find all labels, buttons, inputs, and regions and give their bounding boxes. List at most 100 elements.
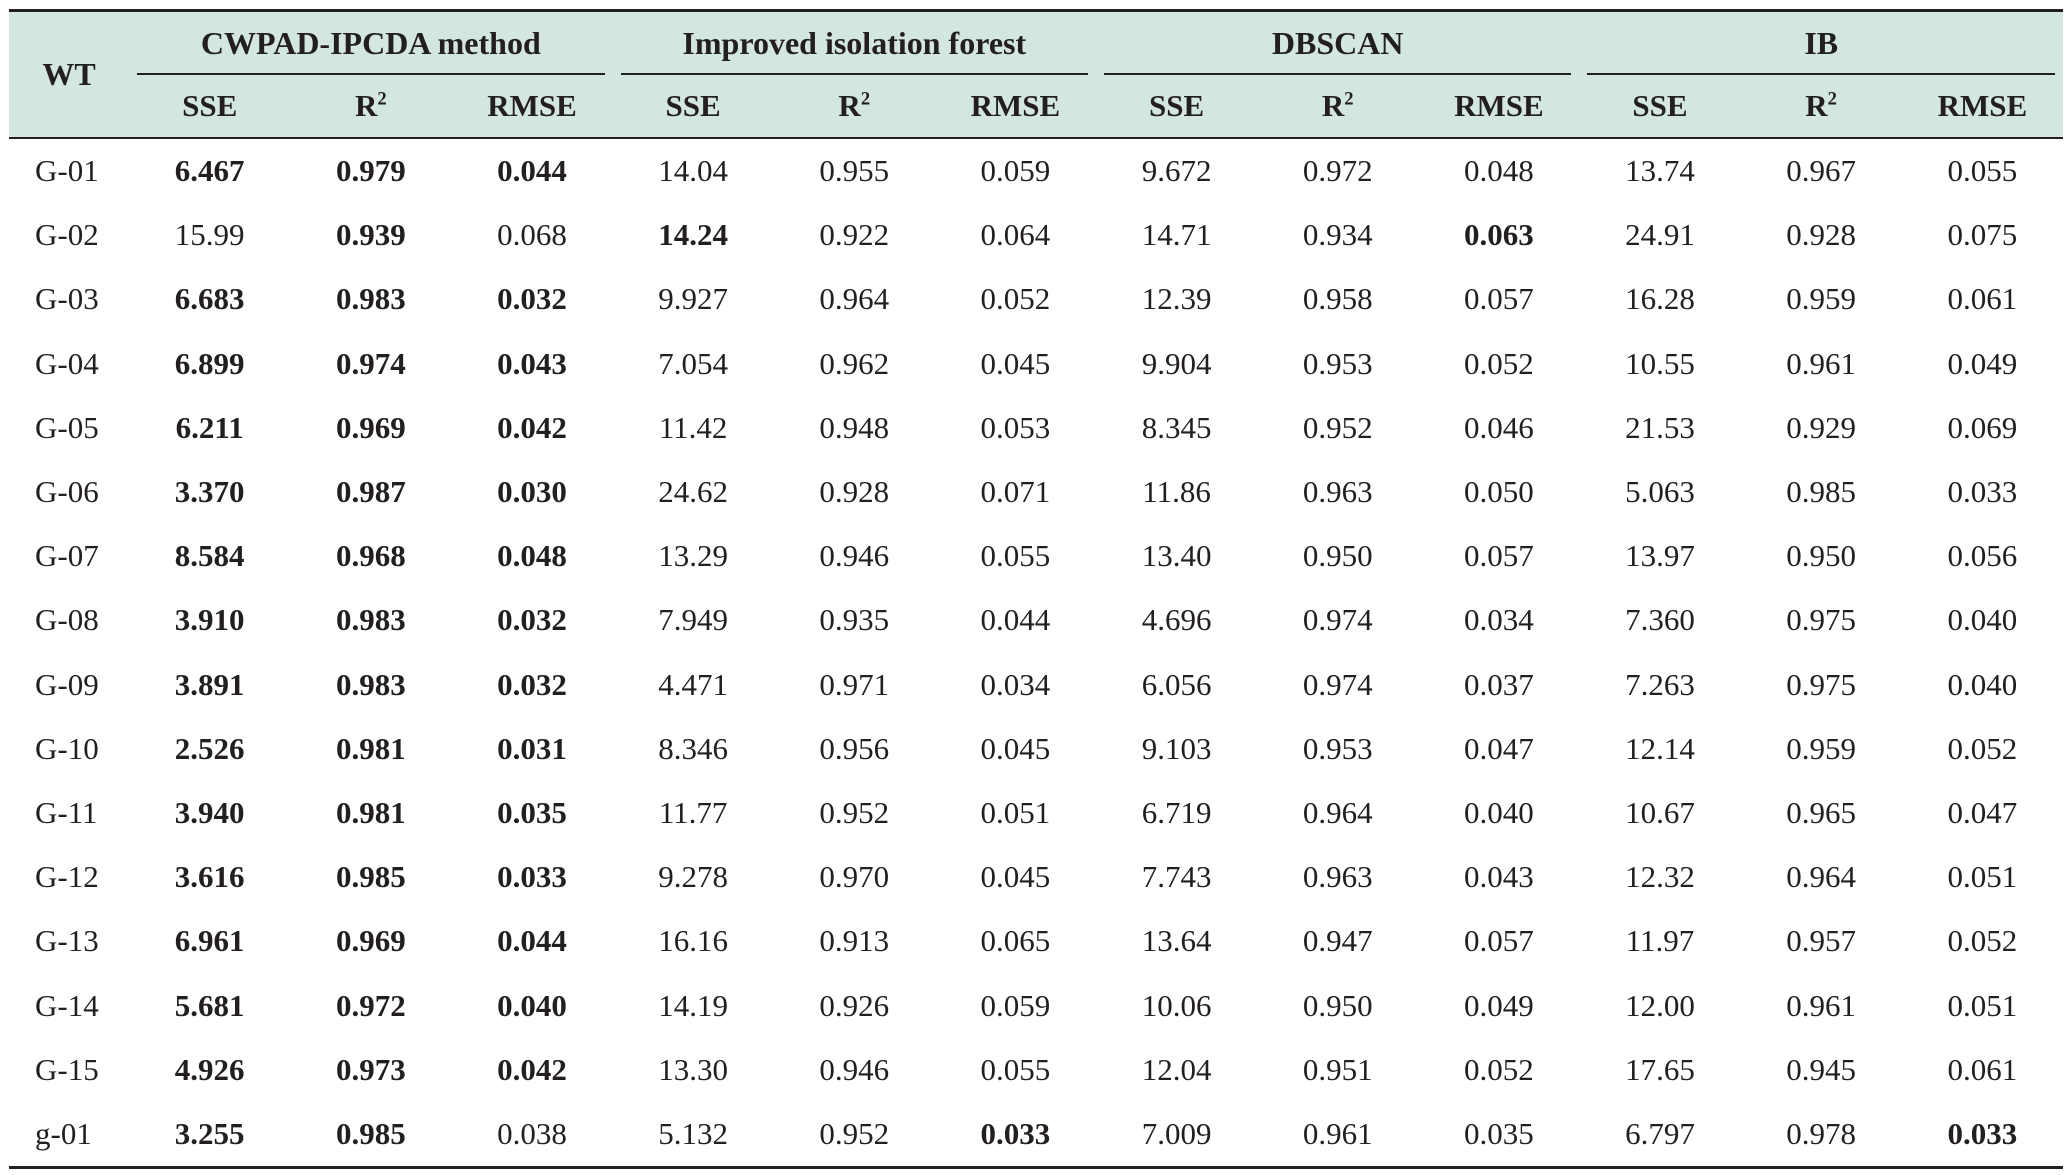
value-cell: 3.616	[174, 859, 245, 895]
group-header-dbscan: DBSCAN	[1096, 10, 1580, 75]
wt-column-header: WT	[9, 10, 130, 139]
value-cell: 16.16	[658, 923, 728, 959]
r2-superscript: 2	[1344, 88, 1354, 110]
value-cell: 0.043	[497, 345, 567, 381]
value-cell: 0.044	[980, 602, 1051, 638]
value-cell: 0.950	[1786, 538, 1856, 574]
value-cell: 24.91	[1625, 217, 1695, 253]
value-cell: 14.19	[658, 987, 728, 1023]
value-cell: 0.075	[1947, 217, 2018, 253]
value-cell: 0.928	[819, 474, 890, 510]
metric-header-r2-cwpad-ipcda: R2	[290, 75, 452, 138]
value-cell: 0.047	[1947, 794, 2018, 830]
value-cell: 9.278	[658, 859, 728, 895]
value-cell: 0.043	[1463, 859, 1534, 895]
value-cell: 0.050	[1463, 474, 1534, 510]
value-cell: 3.891	[174, 666, 245, 702]
value-cell: 0.947	[1302, 923, 1373, 959]
value-cell: 0.961	[1257, 1101, 1419, 1169]
value-cell: 7.263	[1625, 666, 1695, 702]
value-cell: 0.068	[497, 217, 567, 253]
table-row: G-11 3.940 0.981 0.035 11.77 0.952 0.051 6.719 0…	[9, 781, 2063, 845]
results-table: WT CWPAD-IPCDA method Improved isolation…	[9, 9, 2063, 1169]
value-cell: 6.719	[1141, 794, 1212, 830]
value-cell: 0.952	[1302, 409, 1373, 445]
value-cell: 5.132	[612, 1101, 774, 1169]
value-cell: 0.964	[819, 281, 890, 317]
metric-header-rmse-ib: RMSE	[1901, 75, 2063, 138]
value-cell: 12.00	[1625, 987, 1695, 1023]
value-cell: 13.40	[1141, 538, 1212, 574]
metric-header-rmse-dbscan: RMSE	[1418, 75, 1580, 138]
value-cell: 0.052	[1463, 345, 1534, 381]
value-cell: 10.67	[1625, 794, 1695, 830]
metric-header-rmse-cwpad-ipcda: RMSE	[451, 75, 613, 138]
wt-cell: G-07	[35, 538, 99, 574]
value-cell: 0.033	[1901, 1101, 2063, 1169]
wt-cell: G-02	[35, 217, 99, 253]
value-cell: 13.74	[1625, 153, 1695, 189]
r2-superscript: 2	[860, 88, 871, 110]
value-cell: 0.935	[819, 602, 890, 638]
value-cell: 0.961	[1786, 987, 1856, 1023]
table-row: G-07 8.584 0.968 0.048 13.29 0.946 0.055 13.40 0…	[9, 524, 2063, 588]
value-cell: 0.928	[1786, 217, 1856, 253]
value-cell: 6.899	[174, 345, 245, 381]
value-cell: 15.99	[174, 217, 245, 253]
value-cell: 0.065	[980, 923, 1051, 959]
value-cell: 0.059	[980, 153, 1051, 189]
value-cell: 0.975	[1786, 666, 1856, 702]
value-cell: 0.964	[1786, 859, 1856, 895]
value-cell: 5.681	[174, 987, 245, 1023]
wt-cell: G-04	[35, 345, 99, 381]
value-cell: 0.035	[1418, 1101, 1580, 1169]
value-cell: 8.345	[1141, 409, 1212, 445]
value-cell: 21.53	[1625, 409, 1695, 445]
value-cell: 0.033	[1947, 474, 2018, 510]
value-cell: 0.052	[1947, 730, 2018, 766]
metric-header-row: SSE R2 RMSE SSE R2 RMSE SSE R2 RMSE SSE R2 RMSE	[9, 75, 2063, 138]
metric-header-sse-ib: SSE	[1579, 75, 1741, 138]
value-cell: 0.032	[497, 281, 567, 317]
value-cell: 0.972	[1302, 153, 1373, 189]
value-cell: 7.949	[658, 602, 728, 638]
value-cell: 0.958	[1302, 281, 1373, 317]
value-cell: 9.103	[1141, 730, 1212, 766]
value-cell: 0.968	[335, 538, 406, 574]
value-cell: 0.046	[1463, 409, 1534, 445]
value-cell: 0.922	[819, 217, 890, 253]
value-cell: 0.955	[819, 153, 890, 189]
value-cell: 3.910	[174, 602, 245, 638]
metric-header-r2-improved-isolation-forest: R2	[773, 75, 935, 138]
value-cell: 0.057	[1463, 281, 1534, 317]
value-cell: 8.584	[174, 538, 245, 574]
value-cell: 0.973	[335, 1051, 406, 1087]
value-cell: 0.044	[497, 923, 567, 959]
metric-header-sse-cwpad-ipcda: SSE	[129, 75, 291, 138]
value-cell: 9.904	[1141, 345, 1212, 381]
value-cell: 0.956	[819, 730, 890, 766]
value-cell: 0.964	[1302, 794, 1373, 830]
metric-header-rmse-improved-isolation-forest: RMSE	[934, 75, 1096, 138]
value-cell: 0.981	[335, 730, 406, 766]
value-cell: 0.049	[1947, 345, 2018, 381]
value-cell: 13.29	[658, 538, 728, 574]
value-cell: 0.057	[1463, 923, 1534, 959]
group-header-improved-isolation-forest: Improved isolation forest	[612, 10, 1096, 75]
value-cell: 0.952	[819, 794, 890, 830]
value-cell: 0.045	[980, 730, 1051, 766]
wt-cell: G-01	[35, 153, 99, 189]
value-cell: 0.044	[497, 153, 567, 189]
value-cell: 0.048	[497, 538, 567, 574]
value-cell: 0.953	[1302, 345, 1373, 381]
table-row: G-15 4.926 0.973 0.042 13.30 0.946 0.055 12.04 0…	[9, 1038, 2063, 1102]
value-cell: 0.981	[335, 794, 406, 830]
table-row: G-09 3.891 0.983 0.032 4.471 0.971 0.034 6.056 0…	[9, 653, 2063, 717]
value-cell: 0.040	[497, 987, 567, 1023]
value-cell: 4.471	[658, 666, 728, 702]
value-cell: 3.255	[129, 1101, 291, 1169]
value-cell: 6.056	[1141, 666, 1212, 702]
value-cell: 0.929	[1786, 409, 1856, 445]
value-cell: 0.985	[1786, 474, 1856, 510]
value-cell: 0.957	[1786, 923, 1856, 959]
